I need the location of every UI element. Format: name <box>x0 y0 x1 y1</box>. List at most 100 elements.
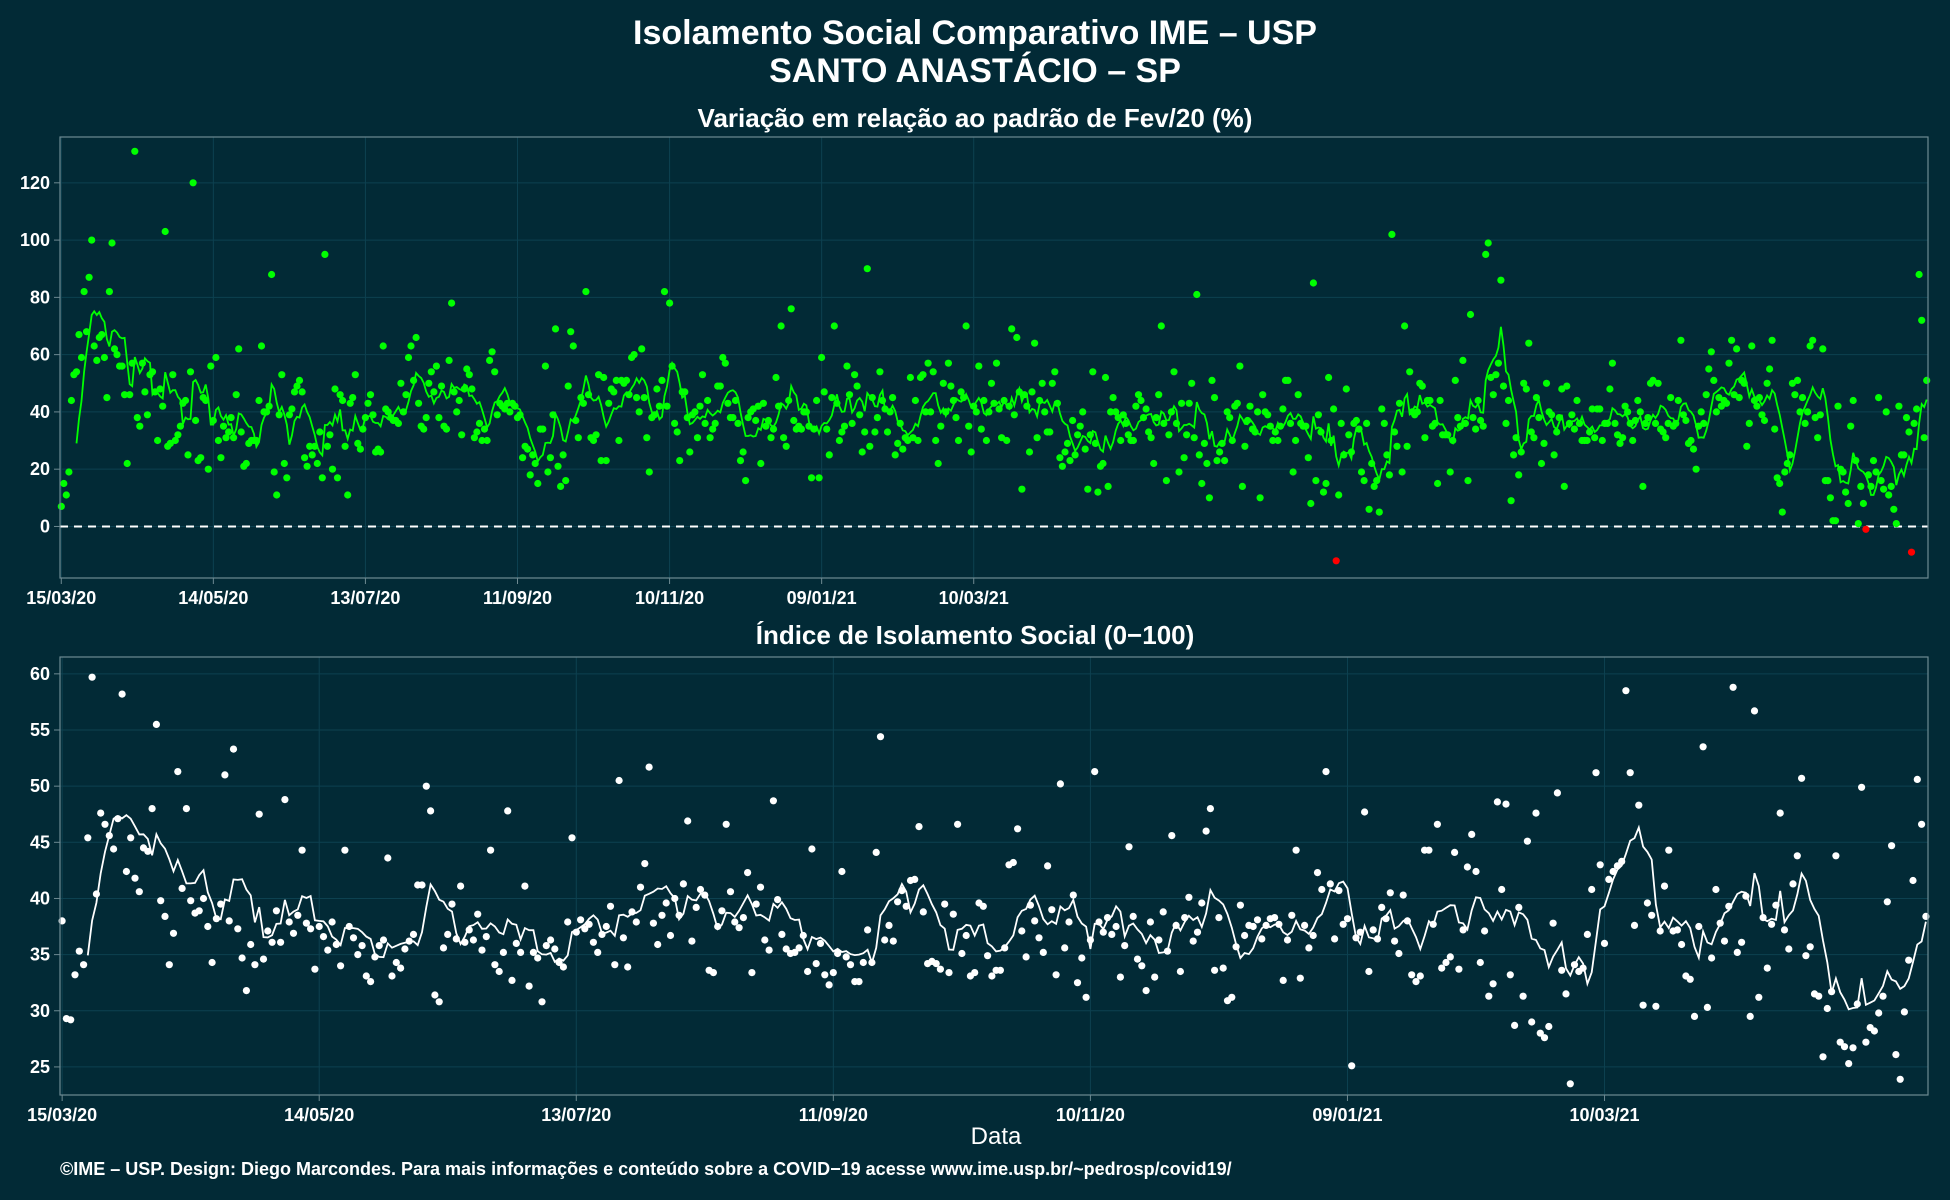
panel1-point <box>308 451 316 459</box>
panel1-point <box>564 382 572 390</box>
panel1-point <box>88 236 96 244</box>
panel2-point <box>594 948 602 957</box>
panel1-point <box>242 459 250 468</box>
panel2-point <box>769 797 778 805</box>
panel2-point <box>1155 936 1163 944</box>
panel1-point <box>982 436 991 445</box>
panel1-point <box>1380 419 1388 427</box>
panel2-point <box>1733 948 1741 957</box>
panel1-point <box>582 288 590 296</box>
panel2-point <box>1896 1075 1904 1083</box>
panel2-point <box>1236 901 1244 909</box>
panel1-point <box>301 454 309 462</box>
panel1-point <box>288 405 296 413</box>
panel2-point <box>1729 683 1737 691</box>
panel2-point <box>1511 1021 1519 1029</box>
panel2-point <box>1558 966 1566 974</box>
panel1-point <box>1707 348 1715 356</box>
panel2-point <box>731 918 739 926</box>
panel1-point <box>721 359 729 367</box>
panel2-point <box>1776 809 1784 817</box>
panel1-point <box>1355 425 1363 433</box>
panel2-point <box>332 940 340 949</box>
panel2-point <box>152 720 160 729</box>
panel1-point <box>1152 414 1160 422</box>
panel1-point <box>351 371 359 379</box>
panel1-point <box>1913 405 1921 413</box>
panel2-point <box>872 848 880 857</box>
panel1-point <box>1682 416 1690 425</box>
panel1-point <box>184 451 192 459</box>
panel1-point <box>1314 411 1322 419</box>
panel2-point <box>1343 915 1352 923</box>
panel2-point <box>739 914 748 922</box>
panel2-point <box>1365 967 1373 976</box>
panel2-ytick-label-3: 40 <box>30 888 50 908</box>
panel1-point <box>336 391 344 399</box>
panel2-point <box>1061 944 1069 952</box>
panel1-point <box>939 379 947 387</box>
panel1-point <box>1403 442 1411 450</box>
panel1-point <box>1902 414 1911 422</box>
panel1-point <box>1046 428 1054 436</box>
panel1-point <box>914 436 922 445</box>
panel2-border <box>59 656 1929 1096</box>
panel1-point <box>1910 419 1918 427</box>
panel2-point <box>457 882 465 890</box>
panel2-point <box>97 809 105 817</box>
panel2-point <box>954 820 962 828</box>
panel1-point <box>1401 322 1409 330</box>
panel2-point <box>1103 914 1112 922</box>
panel1-point <box>572 416 580 425</box>
panel1-point <box>990 399 998 407</box>
main-title-line1: Isolamento Social Comparativo IME – USP <box>633 14 1317 52</box>
panel1-point <box>516 411 524 419</box>
panel1-point <box>366 391 375 399</box>
panel1-point <box>1459 356 1467 364</box>
panel1-point <box>1048 379 1056 387</box>
panel1-point <box>1185 399 1193 407</box>
panel1-point <box>1504 396 1513 405</box>
panel1-point <box>1008 325 1016 333</box>
panel1-point <box>204 465 212 473</box>
panel1-point <box>691 408 699 416</box>
panel1-point <box>612 376 620 384</box>
panel1-point <box>1028 388 1036 396</box>
panel2-point <box>718 907 726 915</box>
panel2-point <box>1652 1002 1660 1010</box>
panel1-point <box>1340 451 1348 459</box>
panel2-point <box>1523 837 1531 845</box>
panel1-point <box>1010 411 1018 419</box>
panel1-point <box>1535 414 1543 422</box>
panel1-point <box>1061 448 1069 456</box>
panel2-point <box>559 963 568 971</box>
panel1-point <box>326 431 334 439</box>
panel2-point <box>298 846 306 854</box>
panel1-point <box>1264 411 1272 419</box>
panel2-point <box>1708 954 1716 962</box>
panel2-point <box>88 673 96 681</box>
panel1-point <box>1195 451 1203 459</box>
panel1-point <box>1312 477 1320 485</box>
panel1-point <box>1385 471 1393 479</box>
panel1-point <box>698 371 707 379</box>
panel1-point <box>1254 408 1262 416</box>
panel2-point <box>1095 918 1103 926</box>
panel1-point <box>1069 416 1077 425</box>
panel1-point <box>1611 419 1619 427</box>
panel1-point <box>1629 436 1637 445</box>
panel2-point <box>1528 1018 1536 1026</box>
panel2-point <box>1001 944 1009 952</box>
panel1-point <box>93 356 101 364</box>
panel2-point <box>1099 928 1107 936</box>
panel2-point <box>1725 902 1733 910</box>
panel1-point <box>488 348 496 356</box>
panel2-point <box>709 969 718 977</box>
panel2-point <box>551 945 559 953</box>
panel2-point <box>636 883 645 891</box>
panel1-point <box>1074 431 1082 439</box>
panel1-point <box>1634 396 1642 405</box>
panel1-point <box>379 342 387 350</box>
panel1-point <box>285 411 293 419</box>
panel2-point <box>1918 820 1926 828</box>
